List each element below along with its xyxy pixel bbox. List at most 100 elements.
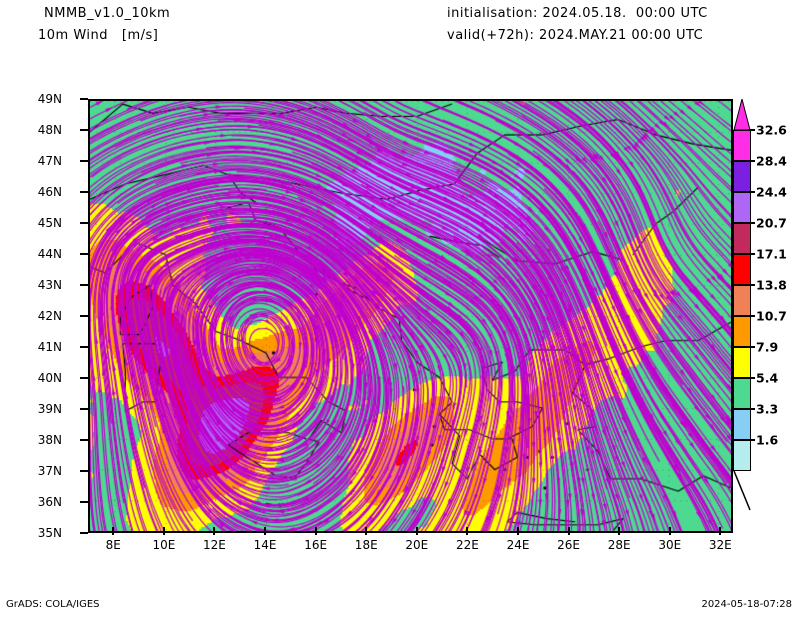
wind-speed-map	[90, 101, 731, 531]
latitude-tick-mark	[80, 160, 88, 162]
latitude-tick-label: 44N	[37, 247, 62, 261]
colorbar-tick-label: 20.7	[756, 215, 787, 231]
longitude-tick-mark	[162, 527, 165, 535]
colorbar-band	[733, 130, 751, 161]
longitude-tick-label: 30E	[658, 538, 682, 552]
latitude-tick-mark	[80, 98, 88, 100]
colorbar-band	[733, 285, 751, 316]
colorbar-band	[733, 440, 751, 471]
longitude-tick-mark	[365, 527, 368, 535]
longitude-tick-mark	[314, 527, 317, 535]
latitude-tick-label: 47N	[37, 154, 62, 168]
colorbar-band	[733, 192, 751, 223]
latitude-tick-label: 37N	[37, 464, 62, 478]
colorbar-tick-mark	[748, 222, 755, 224]
colorbar-band	[733, 316, 751, 347]
longitude-tick-label: 18E	[354, 538, 378, 552]
latitude-tick-label: 41N	[37, 340, 62, 354]
colorbar-tick-label: 24.4	[756, 184, 787, 200]
colorbar-tick-label: 32.6	[756, 122, 787, 138]
valid-time-label: valid(+72h): 2024.MAY.21 00:00 UTC	[447, 28, 704, 43]
longitude-tick-mark	[213, 527, 216, 535]
colorbar-tick-label: 17.1	[756, 246, 787, 262]
initialisation-label: initialisation: 2024.05.18. 00:00 UTC	[447, 6, 708, 21]
longitude-tick-label: 16E	[304, 538, 328, 552]
colorbar-tick-mark	[748, 284, 755, 286]
longitude-tick-label: 28E	[607, 538, 631, 552]
colorbar-tick-label: 7.9	[756, 339, 779, 355]
grads-credit: GrADS: COLA/IGES	[6, 599, 100, 610]
longitude-tick-mark	[415, 527, 418, 535]
longitude-tick-mark	[719, 527, 722, 535]
longitude-tick-label: 22E	[455, 538, 479, 552]
longitude-tick-mark	[112, 527, 115, 535]
latitude-tick-mark	[80, 439, 88, 441]
latitude-tick-mark	[80, 222, 88, 224]
latitude-tick-mark	[80, 501, 88, 503]
latitude-tick-label: 42N	[37, 309, 62, 323]
latitude-tick-label: 48N	[37, 123, 62, 137]
colorbar-tick-mark	[748, 377, 755, 379]
render-timestamp: 2024-05-18-07:28	[701, 599, 792, 610]
colorbar-tick-mark	[748, 253, 755, 255]
map-plot-frame	[88, 99, 733, 533]
longitude-tick-label: 32E	[708, 538, 732, 552]
colorbar-tick-label: 5.4	[756, 370, 779, 386]
colorbar-band	[733, 378, 751, 409]
longitude-tick-mark	[668, 527, 671, 535]
latitude-tick-label: 43N	[37, 278, 62, 292]
colorbar-tick-mark	[748, 191, 755, 193]
colorbar-tick-mark	[748, 315, 755, 317]
model-title: NMMB_v1.0_10km	[44, 6, 171, 21]
latitude-tick-mark	[80, 470, 88, 472]
latitude-tick-mark	[80, 377, 88, 379]
latitude-tick-mark	[80, 315, 88, 317]
latitude-tick-label: 46N	[37, 185, 62, 199]
longitude-tick-mark	[517, 527, 519, 535]
longitude-tick-label: 26E	[557, 538, 581, 552]
colorbar-tick-mark	[748, 439, 755, 441]
colorbar-band	[733, 161, 751, 192]
latitude-tick-mark	[80, 253, 88, 255]
longitude-tick-label: 20E	[405, 538, 429, 552]
longitude-tick-label: 8E	[105, 538, 121, 552]
colorbar-tick-label: 28.4	[756, 153, 787, 169]
latitude-tick-label: 35N	[37, 526, 62, 540]
longitude-tick-mark	[618, 527, 621, 535]
longitude-tick-mark	[567, 527, 570, 535]
longitude-tick-mark	[264, 527, 267, 535]
colorbar	[733, 130, 751, 471]
colorbar-min-tail	[733, 470, 759, 511]
colorbar-tick-label: 1.6	[756, 432, 779, 448]
longitude-tick-label: 24E	[506, 538, 530, 552]
latitude-tick-label: 45N	[37, 216, 62, 230]
colorbar-band	[733, 223, 751, 254]
colorbar-band	[733, 409, 751, 440]
latitude-tick-mark	[80, 408, 88, 410]
latitude-tick-label: 49N	[37, 92, 62, 106]
latitude-tick-mark	[80, 532, 88, 534]
colorbar-tick-mark	[748, 129, 755, 131]
latitude-tick-mark	[80, 284, 88, 286]
latitude-tick-label: 40N	[37, 371, 62, 385]
colorbar-max-arrow	[733, 98, 751, 131]
latitude-tick-label: 39N	[37, 402, 62, 416]
colorbar-tick-label: 13.8	[756, 277, 787, 293]
longitude-tick-label: 14E	[253, 538, 277, 552]
latitude-tick-mark	[80, 346, 88, 348]
colorbar-tick-label: 10.7	[756, 308, 787, 324]
longitude-tick-label: 12E	[203, 538, 226, 552]
colorbar-band	[733, 254, 751, 285]
longitude-tick-label: 10E	[152, 538, 176, 552]
colorbar-band	[733, 347, 751, 378]
colorbar-tick-label: 3.3	[756, 401, 779, 417]
colorbar-tick-mark	[748, 408, 755, 410]
field-title: 10m Wind [m/s]	[38, 28, 159, 43]
latitude-tick-label: 36N	[37, 495, 62, 509]
latitude-tick-label: 38N	[37, 433, 62, 447]
latitude-tick-mark	[80, 191, 88, 193]
longitude-tick-mark	[466, 527, 469, 535]
colorbar-tick-mark	[748, 346, 755, 348]
latitude-tick-mark	[80, 129, 88, 131]
colorbar-tick-mark	[748, 160, 755, 162]
